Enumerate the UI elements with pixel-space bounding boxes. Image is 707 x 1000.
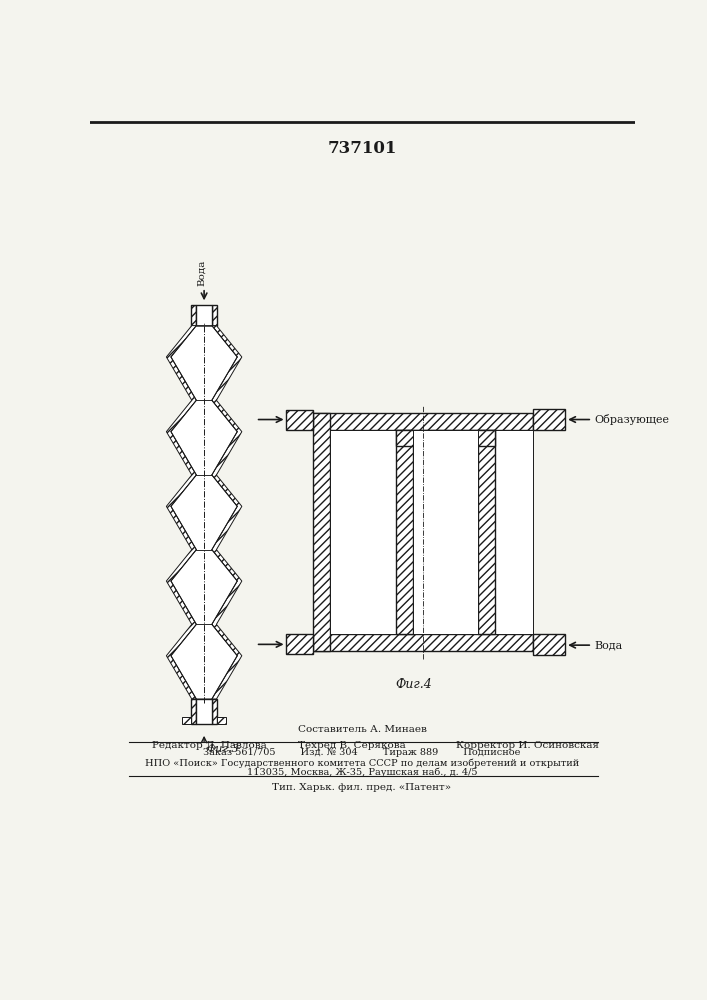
Text: Корректор И. Осиновская: Корректор И. Осиновская bbox=[456, 741, 599, 750]
Polygon shape bbox=[396, 430, 413, 634]
Text: Образующее: Образующее bbox=[595, 414, 670, 425]
Text: Тип. Харьк. фил. пред. «Патент»: Тип. Харьк. фил. пред. «Патент» bbox=[272, 783, 452, 792]
Text: Составитель А. Минаев: Составитель А. Минаев bbox=[298, 725, 426, 734]
Text: НПО «Поиск» Государственного комитета СССР по делам изобретений и открытий: НПО «Поиск» Государственного комитета СС… bbox=[145, 758, 579, 768]
Polygon shape bbox=[182, 717, 191, 724]
Text: Техред В. Серякова: Техред В. Серякова bbox=[298, 741, 406, 750]
Polygon shape bbox=[313, 413, 533, 430]
Text: 113035, Москва, Ж-35, Раушская наб., д. 4/5: 113035, Москва, Ж-35, Раушская наб., д. … bbox=[247, 767, 477, 777]
Polygon shape bbox=[396, 430, 495, 446]
Text: 737101: 737101 bbox=[327, 140, 397, 157]
Text: Редактор Д. Павлова: Редактор Д. Павлова bbox=[152, 741, 267, 750]
Text: Заказ 561/705        Изд. № 304        Тираж 889        Подписное: Заказ 561/705 Изд. № 304 Тираж 889 Подпи… bbox=[204, 748, 520, 757]
Polygon shape bbox=[286, 634, 313, 654]
Text: Вода: Вода bbox=[595, 640, 623, 650]
Polygon shape bbox=[191, 305, 197, 326]
Polygon shape bbox=[166, 326, 197, 699]
Polygon shape bbox=[217, 717, 226, 724]
Polygon shape bbox=[313, 413, 330, 651]
Polygon shape bbox=[197, 699, 212, 724]
Polygon shape bbox=[533, 409, 565, 430]
Text: Фиг.3: Фиг.3 bbox=[206, 744, 239, 754]
Text: Вода: Вода bbox=[197, 259, 206, 286]
Polygon shape bbox=[330, 430, 533, 634]
Text: Фиг.4: Фиг.4 bbox=[395, 678, 432, 691]
Polygon shape bbox=[191, 699, 197, 724]
Polygon shape bbox=[212, 305, 217, 326]
Polygon shape bbox=[171, 326, 238, 699]
Polygon shape bbox=[197, 305, 212, 326]
Polygon shape bbox=[286, 410, 313, 430]
Polygon shape bbox=[313, 634, 533, 651]
Polygon shape bbox=[478, 430, 495, 634]
Polygon shape bbox=[533, 634, 565, 655]
Polygon shape bbox=[212, 326, 242, 699]
Polygon shape bbox=[212, 699, 217, 724]
Polygon shape bbox=[413, 430, 478, 634]
